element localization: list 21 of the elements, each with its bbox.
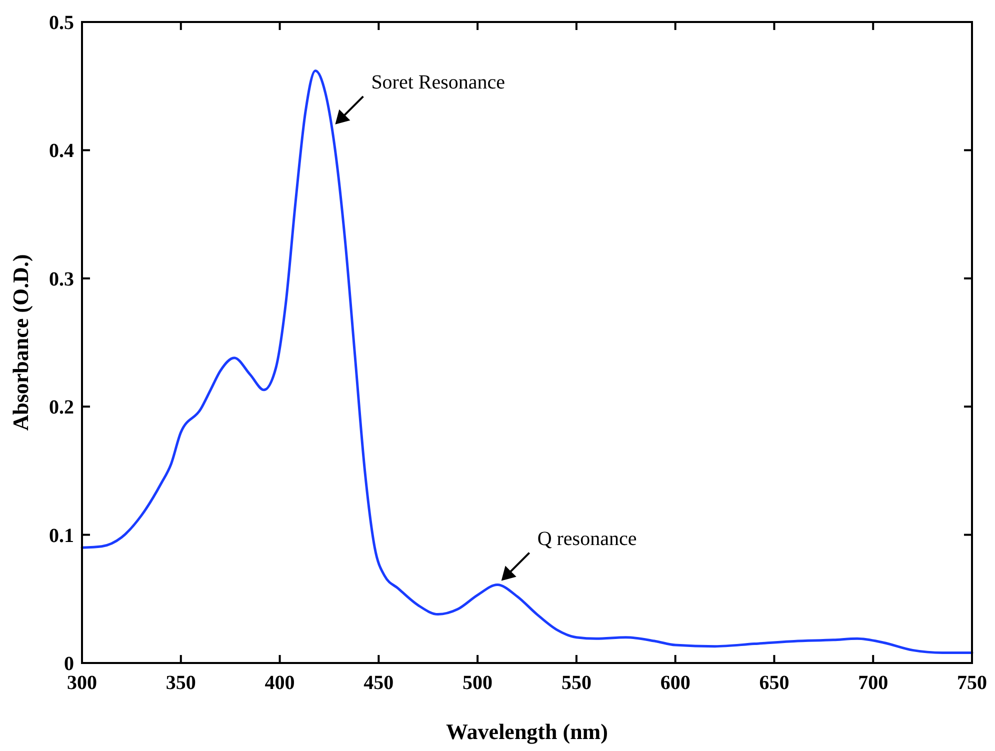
y-tick-label: 0.2 [49,396,74,419]
x-tick-label: 600 [660,672,690,694]
y-tick-label: 0.3 [49,268,74,290]
x-tick-label: 300 [67,672,97,694]
y-tick-label: 0.1 [49,524,74,547]
annotation: Q resonance [537,528,637,550]
y-tick-label: 0.4 [49,140,74,162]
y-axis-title: Absorbance (O.D.) [8,254,33,431]
x-tick-label: 650 [759,672,790,694]
x-tick-label: 350 [166,672,196,694]
annotation: Soret Resonance [371,71,506,94]
line-series [80,69,974,654]
x-tick-label: 550 [561,672,592,694]
y-tick-label: 0 [64,653,74,675]
x-tick-label: 750 [957,672,987,694]
x-tick-label: 400 [264,672,295,694]
x-tick-label: 500 [462,672,493,694]
y-tick-label: 0.5 [49,12,74,34]
x-axis-title: Wavelength (nm) [446,719,608,744]
x-tick-label: 700 [858,672,888,694]
x-tick-label: 450 [364,672,394,694]
